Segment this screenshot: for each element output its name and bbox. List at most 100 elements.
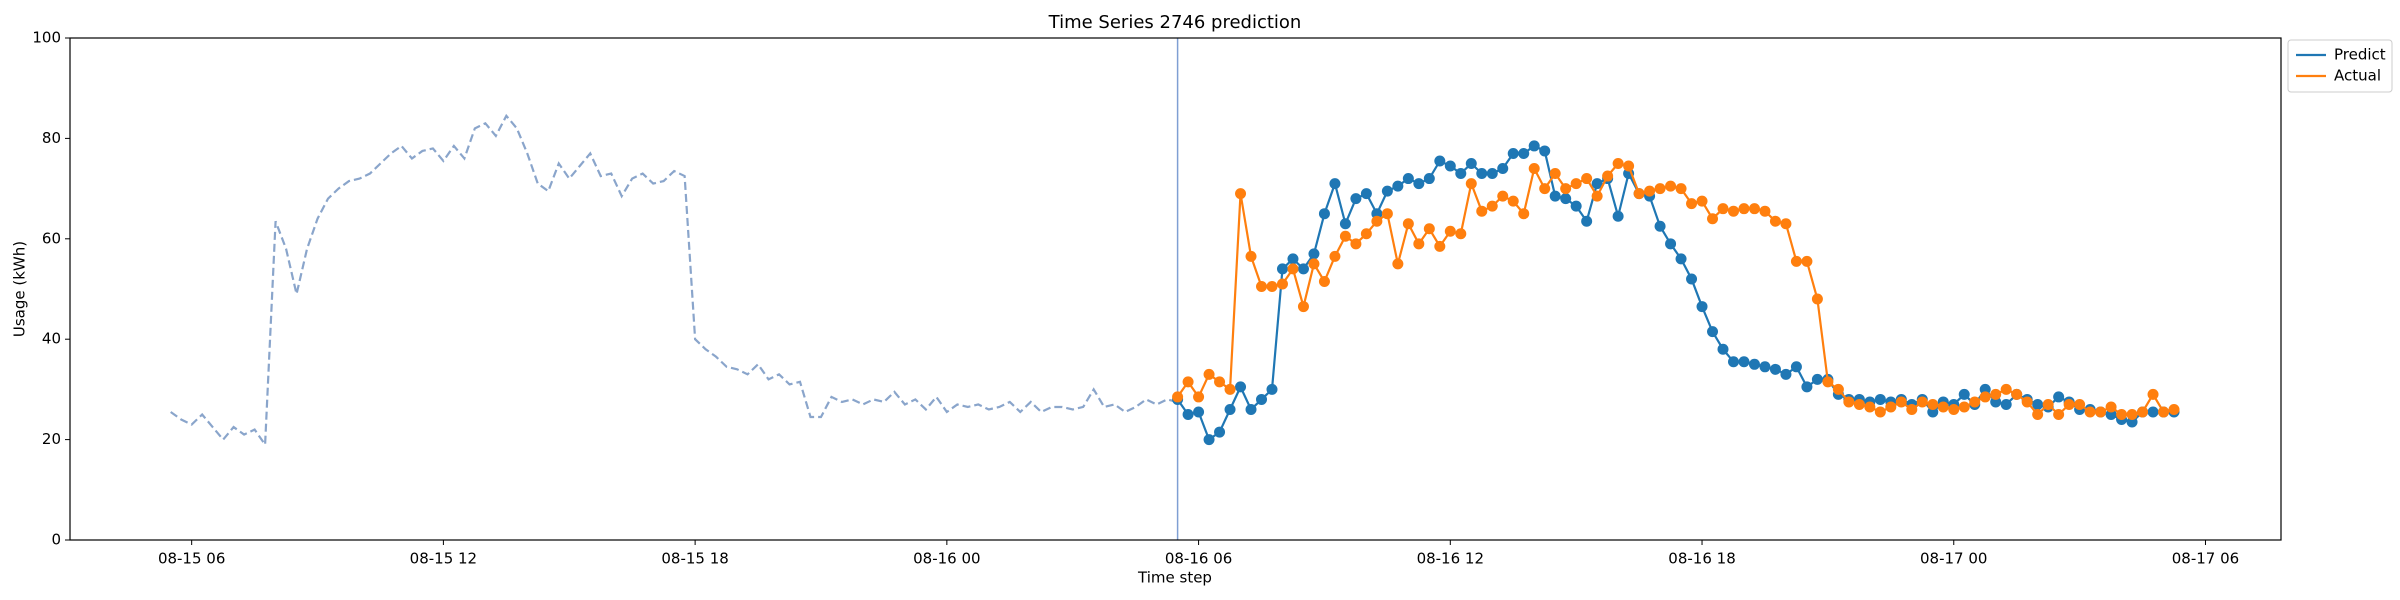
data-point bbox=[1906, 403, 1918, 415]
data-point bbox=[1476, 168, 1488, 180]
data-point bbox=[1539, 145, 1551, 157]
data-point bbox=[2053, 391, 2065, 403]
data-point bbox=[1979, 391, 1991, 403]
data-point bbox=[1958, 388, 1970, 400]
data-point bbox=[1612, 158, 1624, 169]
data-point bbox=[1801, 381, 1813, 393]
data-point bbox=[1434, 155, 1446, 167]
data-point bbox=[1381, 185, 1393, 197]
data-point bbox=[1696, 195, 1708, 207]
data-point bbox=[1591, 178, 1603, 190]
data-point bbox=[1318, 275, 1330, 287]
data-point bbox=[2158, 406, 2170, 418]
data-point bbox=[1675, 183, 1687, 195]
data-point bbox=[2032, 398, 2044, 410]
y-tick-label: 100 bbox=[32, 29, 61, 47]
x-tick-label: 08-15 18 bbox=[661, 550, 728, 568]
data-point bbox=[1518, 147, 1530, 159]
data-point bbox=[1497, 163, 1509, 175]
x-tick-label: 08-15 12 bbox=[410, 550, 477, 568]
series-line bbox=[170, 113, 1178, 448]
data-point bbox=[1727, 205, 1739, 217]
data-point bbox=[2000, 383, 2012, 395]
data-point bbox=[1287, 263, 1299, 275]
data-point bbox=[2105, 401, 2117, 413]
data-point bbox=[1434, 240, 1446, 252]
data-point bbox=[1675, 253, 1687, 265]
data-point bbox=[1235, 381, 1247, 393]
data-point bbox=[1297, 263, 1309, 275]
data-point bbox=[1738, 203, 1750, 215]
data-point bbox=[1686, 198, 1698, 210]
data-point bbox=[1297, 301, 1309, 313]
y-tick-label: 80 bbox=[42, 129, 61, 147]
data-point bbox=[1360, 188, 1372, 200]
data-point bbox=[1224, 403, 1236, 415]
data-point bbox=[1780, 218, 1792, 230]
data-point bbox=[1874, 393, 1886, 405]
data-point bbox=[2011, 388, 2023, 400]
data-point bbox=[1843, 396, 1855, 408]
data-point bbox=[1423, 173, 1435, 185]
data-point bbox=[1360, 228, 1372, 240]
data-point bbox=[1266, 383, 1278, 395]
data-point bbox=[1885, 401, 1897, 413]
data-point bbox=[1727, 356, 1739, 368]
data-point bbox=[1748, 358, 1760, 370]
data-point bbox=[1895, 396, 1907, 408]
data-point bbox=[1339, 230, 1351, 242]
data-point bbox=[1235, 188, 1247, 200]
data-point bbox=[1350, 238, 1362, 250]
data-point bbox=[2000, 398, 2012, 410]
data-point bbox=[1182, 376, 1194, 388]
data-point bbox=[1371, 215, 1383, 227]
data-point bbox=[1696, 301, 1708, 313]
data-point bbox=[1507, 147, 1519, 159]
data-point bbox=[2084, 406, 2096, 418]
data-point bbox=[1654, 220, 1666, 232]
data-point bbox=[1392, 180, 1404, 192]
data-point bbox=[1350, 193, 1362, 205]
data-point bbox=[1937, 401, 1949, 413]
data-point bbox=[1308, 248, 1320, 260]
data-point bbox=[1539, 183, 1551, 195]
data-point bbox=[1560, 183, 1572, 195]
data-point bbox=[2053, 409, 2065, 420]
data-point bbox=[2063, 398, 2075, 410]
data-point bbox=[1780, 368, 1792, 380]
data-point bbox=[1276, 278, 1288, 290]
data-point bbox=[1738, 356, 1750, 368]
data-point bbox=[1329, 250, 1341, 262]
data-point bbox=[1759, 205, 1771, 217]
legend-box bbox=[2287, 39, 2393, 93]
data-point bbox=[1287, 253, 1299, 265]
data-point bbox=[1633, 188, 1645, 200]
data-point bbox=[1256, 280, 1268, 292]
data-point bbox=[1224, 383, 1236, 395]
data-point bbox=[1245, 250, 1257, 262]
legend-label: Predict bbox=[2334, 46, 2386, 64]
data-point bbox=[1811, 293, 1823, 305]
data-point bbox=[1990, 388, 2002, 400]
data-point bbox=[1916, 396, 1928, 408]
data-point bbox=[1518, 208, 1530, 220]
data-point bbox=[1560, 193, 1572, 205]
data-point bbox=[1256, 393, 1268, 405]
data-point bbox=[1507, 195, 1519, 207]
data-point bbox=[1665, 180, 1677, 192]
data-point bbox=[1497, 190, 1509, 202]
data-point bbox=[1308, 258, 1320, 270]
series-line bbox=[1176, 162, 2175, 417]
data-point bbox=[1193, 406, 1205, 418]
data-point bbox=[1455, 228, 1467, 240]
data-point bbox=[1790, 255, 1802, 267]
data-point bbox=[2116, 409, 2128, 420]
data-point bbox=[1707, 326, 1719, 338]
data-point bbox=[1465, 178, 1477, 190]
data-point bbox=[1371, 208, 1383, 220]
data-point bbox=[1717, 203, 1729, 215]
x-tick-label: 08-16 18 bbox=[1668, 550, 1735, 568]
data-point bbox=[1549, 168, 1561, 180]
data-point bbox=[1381, 208, 1393, 220]
